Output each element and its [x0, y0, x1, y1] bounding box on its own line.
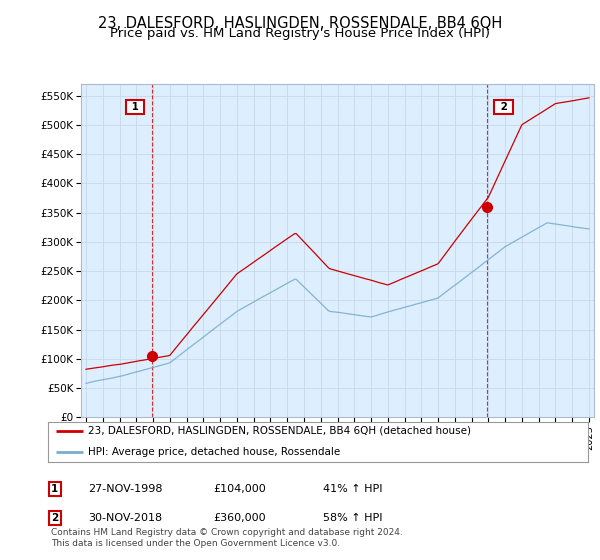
Text: 41% ↑ HPI: 41% ↑ HPI [323, 484, 382, 494]
Text: 2: 2 [51, 513, 58, 523]
Text: 27-NOV-1998: 27-NOV-1998 [88, 484, 163, 494]
Text: 1: 1 [51, 484, 58, 494]
Text: 58% ↑ HPI: 58% ↑ HPI [323, 513, 382, 523]
Text: 1: 1 [128, 102, 142, 113]
Text: £104,000: £104,000 [213, 484, 266, 494]
Text: Price paid vs. HM Land Registry's House Price Index (HPI): Price paid vs. HM Land Registry's House … [110, 27, 490, 40]
Text: HPI: Average price, detached house, Rossendale: HPI: Average price, detached house, Ross… [89, 447, 341, 457]
Text: 23, DALESFORD, HASLINGDEN, ROSSENDALE, BB4 6QH (detached house): 23, DALESFORD, HASLINGDEN, ROSSENDALE, B… [89, 426, 472, 436]
Text: 23, DALESFORD, HASLINGDEN, ROSSENDALE, BB4 6QH: 23, DALESFORD, HASLINGDEN, ROSSENDALE, B… [98, 16, 502, 31]
Text: 30-NOV-2018: 30-NOV-2018 [88, 513, 163, 523]
Text: Contains HM Land Registry data © Crown copyright and database right 2024.
This d: Contains HM Land Registry data © Crown c… [51, 528, 403, 548]
Text: 2: 2 [497, 102, 511, 113]
Text: £360,000: £360,000 [213, 513, 266, 523]
